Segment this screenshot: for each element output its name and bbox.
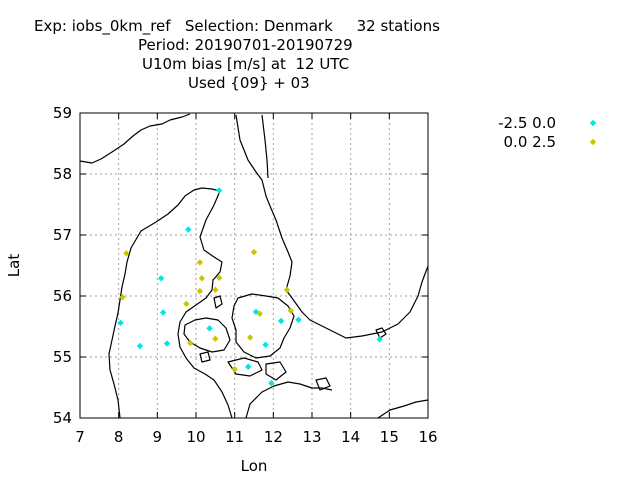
data-point-series-2: [283, 286, 291, 294]
x-tick-label: 8: [114, 428, 124, 446]
title-line-1: Exp: iobs_0km_ref Selection: Denmark 32 …: [34, 17, 440, 35]
data-point-series-1: [163, 340, 171, 347]
x-tick-label: 16: [418, 428, 437, 446]
x-tick-label: 10: [186, 428, 205, 446]
data-point-series-1: [262, 341, 269, 348]
data-point-series-2: [198, 275, 205, 282]
y-tick-label: 56: [53, 287, 72, 305]
data-point-series-1: [159, 309, 167, 316]
data-point-series-2: [287, 307, 294, 314]
data-point-series-1: [206, 325, 213, 332]
data-point-series-2: [216, 274, 223, 281]
title-line-3: U10m bias [m/s] at 12 UTC: [142, 55, 350, 73]
legend: -2.5 0.00.0 2.5: [498, 114, 597, 151]
data-points: [117, 187, 383, 387]
data-point-series-1: [245, 363, 252, 370]
title-line-2: Period: 20190701-20190729: [138, 36, 353, 54]
data-point-series-1: [117, 319, 124, 327]
data-point-series-1: [268, 380, 275, 387]
plot-border: [79, 112, 429, 419]
data-point-series-2: [187, 339, 194, 347]
legend-label: -2.5 0.0: [498, 114, 556, 132]
grid-lines: [80, 113, 428, 418]
x-tick-label: 7: [75, 428, 85, 446]
legend-marker: [589, 138, 597, 146]
x-tick-label: 11: [225, 428, 244, 446]
legend-label: 0.0 2.5: [504, 133, 556, 151]
plot-frame: [79, 112, 429, 419]
data-point-series-2: [250, 248, 258, 256]
data-point-series-2: [119, 294, 126, 301]
x-tick-label: 15: [380, 428, 399, 446]
coastline-map: [79, 113, 429, 419]
y-tick-label: 59: [53, 104, 72, 122]
data-point-series-2: [212, 335, 219, 342]
x-tick-label: 9: [153, 428, 163, 446]
y-tick-label: 54: [53, 409, 72, 427]
data-point-series-2: [212, 286, 219, 294]
data-point-series-2: [123, 250, 130, 257]
data-point-series-2: [196, 287, 204, 295]
x-tick-label: 12: [264, 428, 283, 446]
data-point-series-1: [185, 226, 192, 233]
data-point-series-1: [136, 342, 144, 350]
data-point-series-2: [183, 300, 190, 308]
data-point-series-1: [277, 317, 285, 325]
data-point-series-2: [196, 259, 204, 266]
axis-labels: 7 8 9 10 11 12 13 14 15 16 54 55 56 57 58 59 Lon Lat: [5, 104, 438, 475]
x-tick-label: 14: [341, 428, 360, 446]
data-point-series-2: [246, 334, 254, 341]
data-point-series-1: [158, 275, 165, 282]
data-point-series-1: [216, 187, 223, 194]
x-axis-label: Lon: [241, 457, 268, 475]
x-tick-label: 13: [302, 428, 321, 446]
data-point-series-1: [376, 336, 383, 343]
y-tick-label: 55: [53, 348, 72, 366]
y-axis-label: Lat: [5, 254, 23, 278]
y-tick-label: 57: [53, 226, 72, 244]
legend-marker: [589, 119, 597, 127]
data-point-series-1: [295, 316, 302, 323]
data-point-series-2: [231, 366, 238, 373]
y-tick-label: 58: [53, 165, 72, 183]
title-line-4: Used {09} + 03: [188, 74, 310, 92]
data-point-series-2: [256, 310, 263, 317]
